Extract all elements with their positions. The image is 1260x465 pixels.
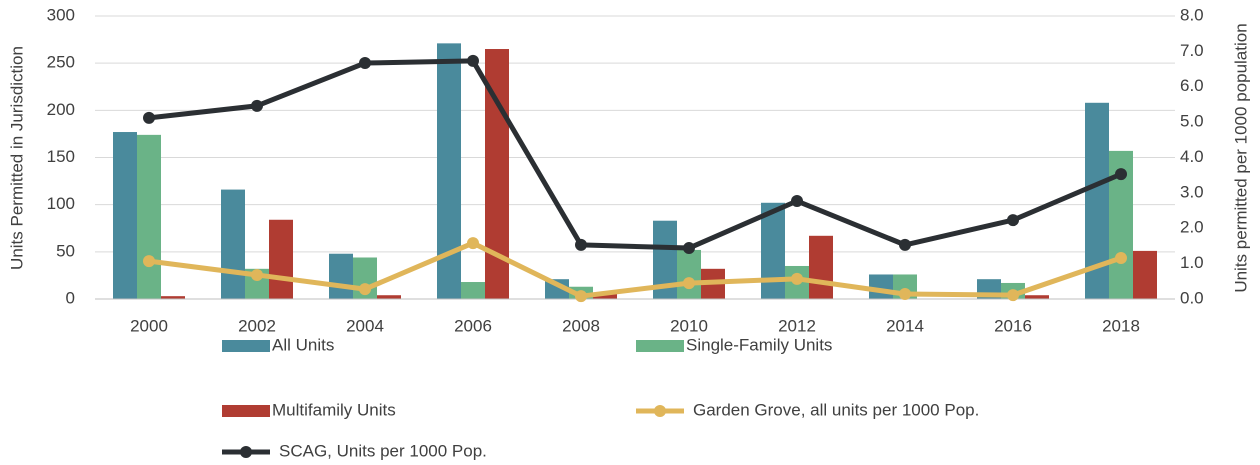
bar — [161, 296, 185, 299]
y2-tick-label: 5.0 — [1180, 112, 1204, 131]
x-tick-label: 2018 — [1102, 316, 1140, 335]
legend-swatch-point — [654, 405, 666, 417]
y-tick-label: 150 — [47, 147, 75, 166]
y2-tick-label: 4.0 — [1180, 147, 1204, 166]
bar — [329, 253, 353, 299]
point — [683, 277, 695, 290]
bar — [1133, 250, 1157, 299]
bar — [437, 43, 461, 300]
y2-tick-label: 8.0 — [1180, 5, 1204, 24]
legend-label: Garden Grove, all units per 1000 Pop. — [693, 400, 979, 419]
x-tick-label: 2006 — [454, 316, 492, 335]
legend-label: SCAG, Units per 1000 Pop. — [279, 441, 487, 460]
bar — [113, 132, 137, 299]
x-tick-label: 2008 — [562, 316, 600, 335]
x-tick-label: 2010 — [670, 316, 708, 335]
y-tick-label: 200 — [47, 100, 75, 119]
point — [575, 238, 587, 251]
legend-label: All Units — [272, 335, 334, 354]
point — [467, 54, 479, 67]
x-tick-label: 2000 — [130, 316, 168, 335]
point — [251, 268, 263, 281]
x-tick-label: 2012 — [778, 316, 816, 335]
bar — [809, 235, 833, 299]
y-tick-label: 0 — [66, 288, 75, 307]
bar — [221, 189, 245, 299]
x-tick-label: 2014 — [886, 316, 924, 335]
point — [1007, 214, 1019, 227]
point — [1115, 251, 1127, 264]
y-tick-label: 100 — [47, 194, 75, 213]
point — [251, 99, 263, 112]
bar — [1025, 295, 1049, 299]
point — [467, 237, 479, 250]
legend-label: Single-Family Units — [686, 335, 832, 354]
y-tick-label: 250 — [47, 53, 75, 72]
bar — [593, 293, 617, 299]
y2-tick-label: 1.0 — [1180, 253, 1204, 272]
legend-swatch — [222, 340, 270, 352]
point — [1115, 168, 1127, 181]
y2-tick-label: 0.0 — [1180, 288, 1204, 307]
bar — [461, 282, 485, 299]
y2-tick-label: 7.0 — [1180, 41, 1204, 60]
x-tick-label: 2004 — [346, 316, 384, 335]
bar — [677, 249, 701, 299]
x-tick-label: 2016 — [994, 316, 1032, 335]
y-axis-label: Units Permitted in Jurisdiction — [7, 46, 26, 270]
line — [148, 240, 1122, 299]
bar — [761, 202, 785, 299]
legend-swatch — [636, 340, 684, 352]
legend-label: Multifamily Units — [272, 400, 396, 419]
point — [791, 272, 803, 285]
y2-axis-label: Units permitted per 1000 population — [1231, 23, 1250, 292]
line — [148, 58, 1122, 251]
point — [359, 283, 371, 296]
point — [575, 290, 587, 303]
legend-swatch — [222, 405, 270, 417]
y2-tick-label: 3.0 — [1180, 182, 1204, 201]
point — [359, 57, 371, 70]
y-tick-label: 300 — [47, 5, 75, 24]
bar — [137, 134, 161, 299]
y2-tick-label: 6.0 — [1180, 76, 1204, 95]
legend-swatch-point — [240, 446, 252, 458]
point — [143, 111, 155, 124]
bar — [869, 274, 893, 299]
bar — [269, 219, 293, 299]
point — [143, 255, 155, 268]
y2-tick-label: 2.0 — [1180, 218, 1204, 237]
point — [683, 242, 695, 255]
point — [899, 288, 911, 301]
bar — [377, 295, 401, 299]
point — [1007, 289, 1019, 302]
point — [899, 238, 911, 251]
point — [791, 195, 803, 208]
y-tick-label: 50 — [56, 241, 75, 260]
x-tick-label: 2002 — [238, 316, 276, 335]
